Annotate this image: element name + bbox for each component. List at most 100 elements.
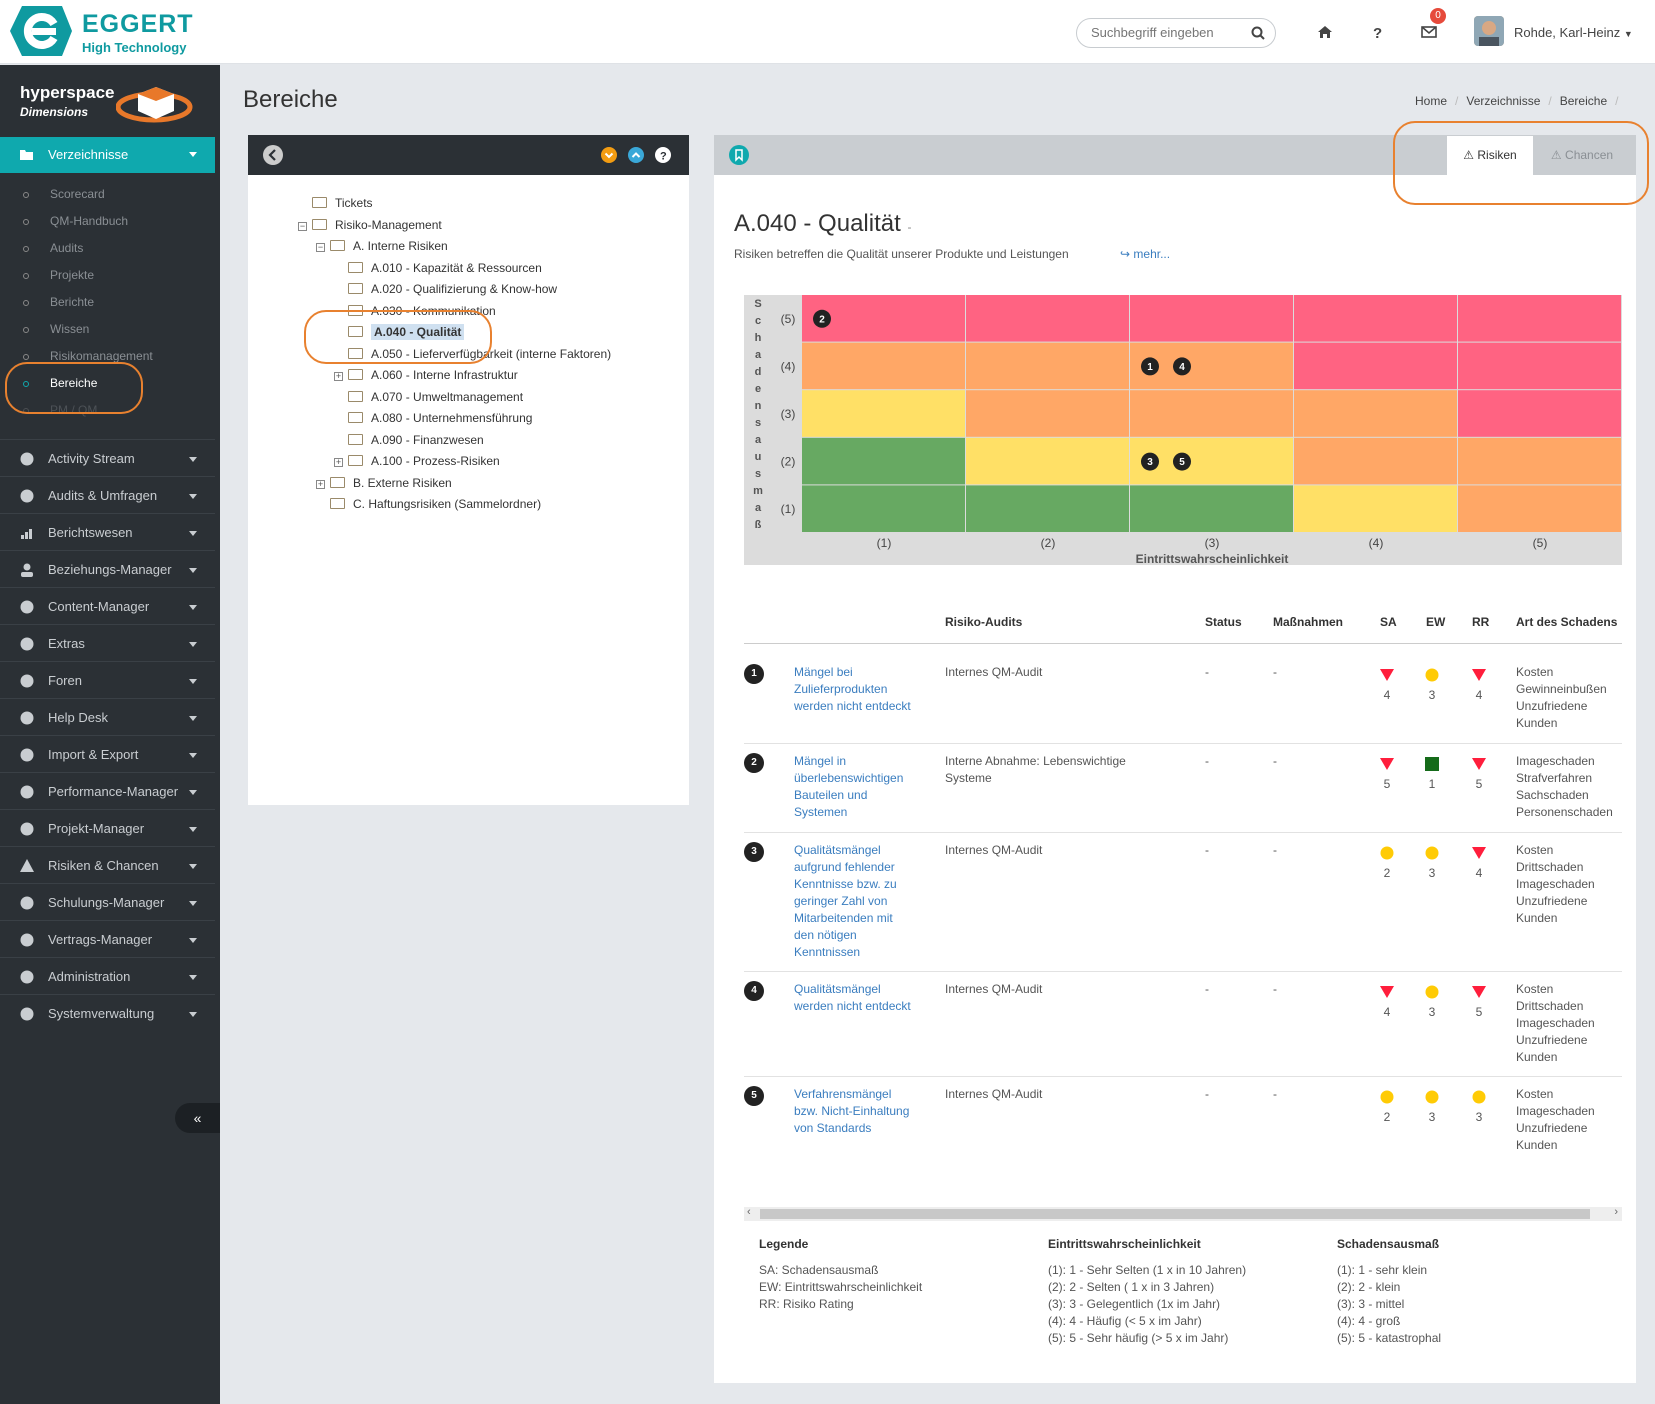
sidebar-item-import-export[interactable]: Import & Export	[0, 735, 215, 772]
collapse-all-icon[interactable]	[601, 147, 617, 163]
sidebar-subitem-berichte[interactable]: Berichte	[0, 289, 215, 316]
avatar[interactable]	[1474, 16, 1504, 46]
risk-link[interactable]: Mängel in überlebenswichtigen Bauteilen …	[794, 754, 904, 819]
scroll-right-icon[interactable]: ›	[1614, 1206, 1618, 1218]
matrix-cell	[1294, 437, 1457, 485]
matrix-cell	[802, 485, 965, 532]
tree-node[interactable]: A.080 - Unternehmensführung	[334, 411, 532, 431]
sidebar-subitem-audits[interactable]: Audits	[0, 235, 215, 262]
tab-chancen[interactable]: ⚠ Chancen	[1539, 136, 1625, 175]
sidebar-item-audits-umfragen[interactable]: Audits & Umfragen	[0, 476, 215, 513]
user-menu[interactable]: Rohde, Karl-Heinz ▼	[1514, 25, 1633, 40]
tab-risiken[interactable]: ⚠ Risiken	[1447, 136, 1533, 175]
product-name: hyperspace	[20, 83, 115, 102]
sidebar-subitem-label: Bereiche	[50, 376, 98, 390]
breadcrumb-home[interactable]: Home	[1415, 94, 1448, 108]
scrollbar-thumb[interactable]	[760, 1209, 1590, 1219]
sidebar-subitem-label: QM-Handbuch	[50, 214, 129, 228]
tree-node[interactable]: + A.100 - Prozess-Risiken	[334, 454, 500, 474]
collapse-icon[interactable]: −	[298, 220, 307, 231]
matrix-marker[interactable]: 5	[1173, 452, 1191, 471]
risk-link[interactable]: Qualitätsmängel aufgrund fehlender Kennt…	[794, 843, 897, 959]
more-link[interactable]: ↪ mehr...	[1120, 247, 1170, 261]
sidebar-item-administration[interactable]: Administration	[0, 957, 215, 994]
search-input[interactable]	[1091, 25, 1241, 40]
x-tick-label: (1)	[877, 536, 892, 550]
risk-link[interactable]: Mängel bei Zulieferprodukten werden nich…	[794, 665, 911, 713]
matrix-marker[interactable]: 1	[1141, 357, 1159, 376]
matrix-cell	[1294, 390, 1457, 437]
tree-node[interactable]: + A.060 - Interne Infrastruktur	[334, 368, 518, 388]
search-icon[interactable]	[1251, 26, 1265, 40]
matrix-marker[interactable]: 2	[813, 309, 831, 328]
tree-node[interactable]: Tickets	[298, 196, 373, 216]
bullet-icon	[23, 327, 29, 333]
expand-icon[interactable]: +	[334, 457, 343, 467]
sidebar-item-content-manager[interactable]: Content-Manager	[0, 587, 215, 624]
bookmark-icon[interactable]	[729, 145, 749, 165]
mail-icon[interactable]	[1420, 23, 1438, 41]
help-icon[interactable]: ?	[655, 147, 671, 163]
tree-node[interactable]: − Risiko-Management	[298, 218, 442, 238]
scroll-left-icon[interactable]: ‹	[747, 1206, 751, 1218]
sidebar-item-systemverwaltung[interactable]: Systemverwaltung	[0, 994, 215, 1031]
sidebar-item-beziehungs-manager[interactable]: Beziehungs-Manager	[0, 550, 215, 587]
tree-node[interactable]: A.020 - Qualifizierung & Know-how	[334, 282, 557, 302]
matrix-marker[interactable]: 3	[1141, 452, 1159, 471]
sidebar-item-foren[interactable]: Foren	[0, 661, 215, 698]
sidebar-subitem-scorecard[interactable]: Scorecard	[0, 181, 215, 208]
sidebar-item-help-desk[interactable]: Help Desk	[0, 698, 215, 735]
sidebar-item-risiken-chancen[interactable]: Risiken & Chancen	[0, 846, 215, 883]
eggert-logo[interactable]: EGGERT High Technology	[8, 4, 198, 62]
expand-all-icon[interactable]	[628, 147, 644, 163]
sidebar-item-berichtswesen[interactable]: Berichtswesen	[0, 513, 215, 550]
sidebar-subitem-qm-handbuch[interactable]: QM-Handbuch	[0, 208, 215, 235]
chevron-down-icon	[189, 864, 197, 869]
sidebar-item-projekt-manager[interactable]: Projekt-Manager	[0, 809, 215, 846]
sidebar-item-activity-stream[interactable]: Activity Stream	[0, 439, 215, 476]
sidebar-subitem-risikomanagement[interactable]: Risikomanagement	[0, 343, 215, 370]
tree-node[interactable]: A.040 - Qualität	[334, 324, 465, 345]
folder-icon	[348, 283, 363, 294]
matrix-cell	[1294, 485, 1457, 532]
tree-node[interactable]: C. Haftungsrisiken (Sammelordner)	[316, 497, 541, 517]
risk-link[interactable]: Qualitätsmängel werden nicht entdeckt	[794, 982, 911, 1013]
risk-link[interactable]: Verfahrensmängel bzw. Nicht-Einhaltung v…	[794, 1087, 910, 1135]
horizontal-scrollbar[interactable]: ‹ ›	[744, 1206, 1622, 1221]
rating-value: 3	[1428, 1005, 1436, 1019]
expand-icon[interactable]: +	[334, 371, 343, 381]
breadcrumb-bereiche[interactable]: Bereiche	[1559, 94, 1608, 108]
expand-icon[interactable]: +	[316, 478, 325, 489]
row-number-badge: 3	[744, 842, 764, 862]
collapse-sidebar-button[interactable]: «	[175, 1103, 220, 1133]
risk-audit: Internes QM-Audit	[945, 843, 1043, 857]
y-axis-label-letter: e	[755, 383, 761, 395]
breadcrumb-verzeichnisse[interactable]: Verzeichnisse	[1466, 94, 1541, 108]
sidebar-subitem-wissen[interactable]: Wissen	[0, 316, 215, 343]
tree-node[interactable]: A.090 - Finanzwesen	[334, 433, 484, 453]
bars-icon	[21, 529, 32, 539]
tree-node[interactable]: A.010 - Kapazität & Ressourcen	[334, 261, 542, 281]
back-icon[interactable]	[263, 145, 283, 165]
tree-node[interactable]: A.050 - Lieferverfügbarkeit (interne Fak…	[334, 347, 611, 367]
sidebar-item-performance-manager[interactable]: Performance-Manager	[0, 772, 215, 809]
collapse-icon[interactable]: −	[316, 242, 325, 252]
matrix-marker[interactable]: 4	[1173, 357, 1191, 376]
hyperspace-logo[interactable]: hyperspace Dimensions	[20, 79, 200, 129]
tree-node[interactable]: − A. Interne Risiken	[316, 239, 448, 259]
risk-audit: Internes QM-Audit	[945, 982, 1043, 996]
sidebar-item-extras[interactable]: Extras	[0, 624, 215, 661]
home-icon[interactable]	[1316, 23, 1334, 41]
sidebar-item-vertrags-manager[interactable]: Vertrags-Manager	[0, 920, 215, 957]
tree-node[interactable]: + B. Externe Risiken	[316, 476, 452, 496]
sidebar-item-schulungs-manager[interactable]: Schulungs-Manager	[0, 883, 215, 920]
tree-node[interactable]: A.070 - Umweltmanagement	[334, 390, 523, 410]
sidebar: hyperspace Dimensions Verzeichnisse Scor…	[0, 65, 220, 1404]
triangle-down-icon	[1472, 669, 1486, 681]
legend-item: (1): 1 - sehr klein	[1337, 1263, 1428, 1277]
sidebar-subitem-projekte[interactable]: Projekte	[0, 262, 215, 289]
tree-node-label: A.050 - Lieferverfügbarkeit (interne Fak…	[371, 346, 612, 361]
sidebar-item-verzeichnisse[interactable]: Verzeichnisse	[0, 137, 215, 173]
help-icon[interactable]: ?	[1368, 23, 1386, 41]
search-box[interactable]	[1076, 18, 1276, 48]
